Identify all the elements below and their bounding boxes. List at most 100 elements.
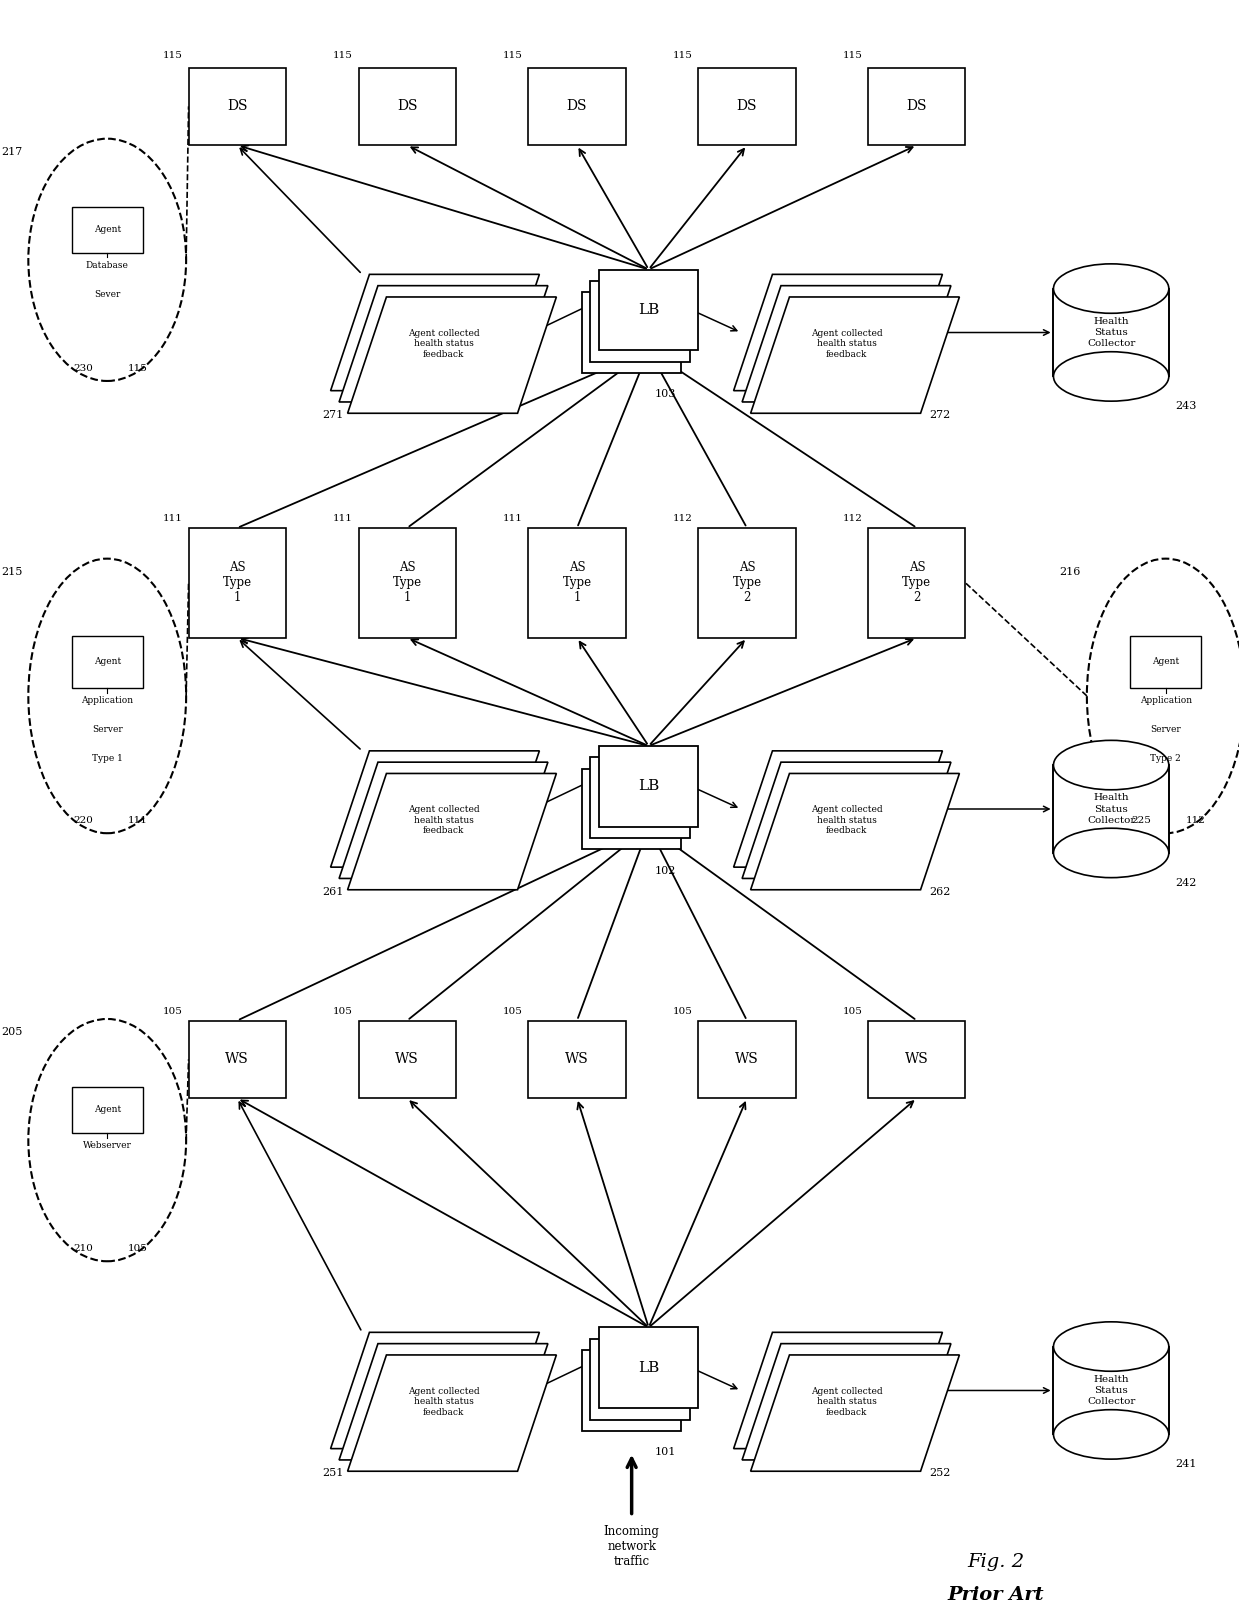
Text: Health
Status
Collector: Health Status Collector	[1087, 793, 1136, 825]
Polygon shape	[331, 1332, 539, 1448]
Text: 111: 111	[502, 515, 522, 523]
Polygon shape	[750, 773, 960, 890]
Polygon shape	[742, 762, 951, 879]
FancyBboxPatch shape	[188, 1021, 285, 1099]
Ellipse shape	[1054, 351, 1169, 401]
Text: 243: 243	[1174, 401, 1197, 411]
FancyBboxPatch shape	[72, 207, 143, 252]
FancyBboxPatch shape	[358, 1021, 455, 1099]
Text: 105: 105	[128, 1244, 148, 1254]
Ellipse shape	[1054, 264, 1169, 314]
FancyBboxPatch shape	[868, 527, 966, 637]
Text: 105: 105	[842, 1006, 862, 1016]
FancyBboxPatch shape	[72, 636, 143, 688]
FancyBboxPatch shape	[590, 757, 689, 838]
Text: Webserver: Webserver	[83, 1141, 131, 1150]
Text: 241: 241	[1174, 1459, 1197, 1469]
Ellipse shape	[1054, 828, 1169, 877]
Text: 115: 115	[128, 364, 148, 372]
Text: 115: 115	[842, 50, 862, 60]
Text: Application: Application	[81, 696, 133, 705]
Polygon shape	[331, 275, 539, 390]
Text: AS
Type
1: AS Type 1	[393, 561, 422, 605]
Bar	[1054, 288, 1169, 377]
Text: Agent: Agent	[93, 657, 120, 667]
Text: Sever: Sever	[94, 290, 120, 299]
Text: Incoming
network
traffic: Incoming network traffic	[604, 1524, 660, 1568]
Text: 205: 205	[1, 1027, 22, 1037]
Text: 105: 105	[162, 1006, 182, 1016]
Text: 215: 215	[1, 566, 22, 576]
Polygon shape	[742, 286, 951, 401]
Text: 105: 105	[672, 1006, 692, 1016]
Polygon shape	[339, 762, 548, 879]
Text: 112: 112	[842, 515, 862, 523]
Text: 111: 111	[162, 515, 182, 523]
FancyBboxPatch shape	[188, 527, 285, 637]
Bar	[1054, 765, 1169, 853]
Ellipse shape	[1054, 1409, 1169, 1459]
Text: 105: 105	[332, 1006, 352, 1016]
Text: 105: 105	[502, 1006, 522, 1016]
Text: Application: Application	[1140, 696, 1192, 705]
Text: 251: 251	[322, 1468, 343, 1477]
FancyBboxPatch shape	[698, 68, 796, 146]
Ellipse shape	[1054, 741, 1169, 790]
Text: Agent: Agent	[1152, 657, 1179, 667]
Text: Agent collected
health status
feedback: Agent collected health status feedback	[408, 328, 480, 359]
FancyBboxPatch shape	[72, 1087, 143, 1133]
Polygon shape	[339, 1343, 548, 1459]
Polygon shape	[347, 298, 557, 413]
FancyBboxPatch shape	[188, 68, 285, 146]
Text: 115: 115	[672, 50, 692, 60]
FancyBboxPatch shape	[582, 293, 682, 372]
Text: 102: 102	[655, 866, 676, 875]
Text: 111: 111	[332, 515, 352, 523]
Polygon shape	[347, 1354, 557, 1471]
Ellipse shape	[1054, 1322, 1169, 1372]
Text: AS
Type
1: AS Type 1	[222, 561, 252, 605]
Text: 230: 230	[73, 364, 93, 372]
Text: Agent collected
health status
feedback: Agent collected health status feedback	[408, 1387, 480, 1417]
Text: 115: 115	[332, 50, 352, 60]
Text: 217: 217	[1, 147, 22, 157]
Polygon shape	[734, 751, 942, 867]
Polygon shape	[750, 1354, 960, 1471]
Text: 220: 220	[73, 815, 93, 825]
Text: LB: LB	[639, 780, 660, 793]
FancyBboxPatch shape	[582, 1349, 682, 1430]
Text: AS
Type
2: AS Type 2	[903, 561, 931, 605]
Text: DS: DS	[737, 99, 758, 113]
Text: Agent: Agent	[93, 225, 120, 235]
Bar	[1054, 1346, 1169, 1435]
Ellipse shape	[1087, 558, 1240, 833]
Text: Health
Status
Collector: Health Status Collector	[1087, 317, 1136, 348]
Text: 103: 103	[655, 388, 676, 400]
FancyBboxPatch shape	[358, 527, 455, 637]
Polygon shape	[734, 1332, 942, 1448]
Ellipse shape	[29, 1019, 186, 1262]
Text: 210: 210	[73, 1244, 93, 1254]
Text: Fig. 2: Fig. 2	[967, 1553, 1024, 1571]
Polygon shape	[331, 751, 539, 867]
Text: Health
Status
Collector: Health Status Collector	[1087, 1375, 1136, 1406]
FancyBboxPatch shape	[599, 1327, 698, 1408]
Text: WS: WS	[396, 1052, 419, 1066]
Text: Agent: Agent	[93, 1105, 120, 1115]
Polygon shape	[339, 286, 548, 401]
Text: AS
Type
2: AS Type 2	[733, 561, 761, 605]
Text: LB: LB	[639, 1361, 660, 1375]
FancyBboxPatch shape	[528, 527, 625, 637]
Text: LB: LB	[639, 303, 660, 317]
Text: 111: 111	[128, 815, 148, 825]
Text: DS: DS	[227, 99, 247, 113]
Text: DS: DS	[397, 99, 418, 113]
Text: Agent collected
health status
feedback: Agent collected health status feedback	[811, 806, 883, 835]
Text: Prior Art: Prior Art	[947, 1586, 1044, 1603]
FancyBboxPatch shape	[599, 270, 698, 349]
Text: 252: 252	[929, 1468, 950, 1477]
Text: Server: Server	[1151, 725, 1182, 735]
Text: WS: WS	[905, 1052, 929, 1066]
Text: 261: 261	[322, 887, 343, 896]
Text: Type 1: Type 1	[92, 754, 123, 764]
